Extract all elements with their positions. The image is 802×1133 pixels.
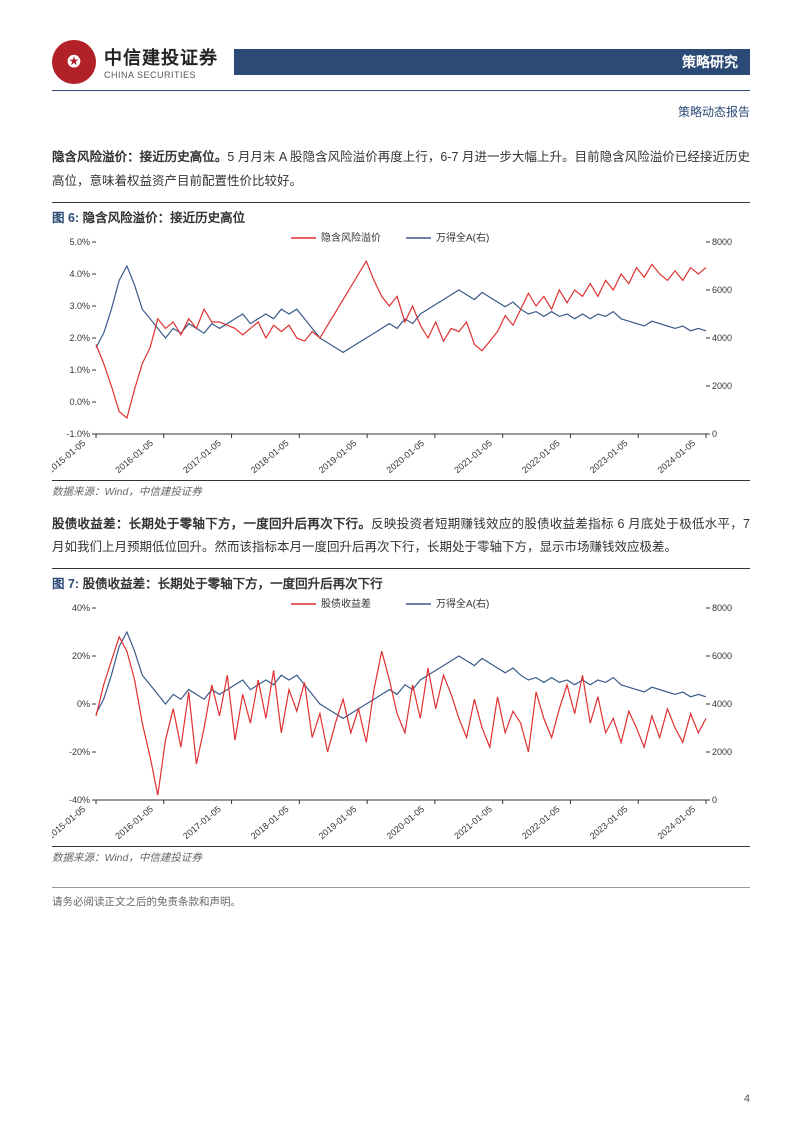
- svg-text:2015-01-05: 2015-01-05: [52, 437, 87, 474]
- svg-text:-40%: -40%: [69, 795, 90, 805]
- svg-text:4.0%: 4.0%: [69, 269, 90, 279]
- svg-text:2019-01-05: 2019-01-05: [317, 437, 359, 474]
- svg-text:-1.0%: -1.0%: [66, 429, 90, 439]
- svg-text:40%: 40%: [72, 603, 90, 613]
- svg-text:2020-01-05: 2020-01-05: [384, 437, 426, 474]
- svg-text:2023-01-05: 2023-01-05: [588, 437, 630, 474]
- svg-text:2021-01-05: 2021-01-05: [452, 804, 494, 841]
- logo-en: CHINA SECURITIES: [104, 70, 218, 80]
- figure6-source: 数据来源：Wind，中信建投证券: [52, 480, 750, 499]
- svg-text:6000: 6000: [712, 285, 732, 295]
- logo-block: ✪ 中信建投证券 CHINA SECURITIES: [52, 40, 218, 84]
- svg-text:2022-01-05: 2022-01-05: [520, 804, 562, 841]
- section1-paragraph: 隐含风险溢价：接近历史高位。5 月月末 A 股隐含风险溢价再度上行，6-7 月进…: [52, 146, 750, 194]
- section2-paragraph: 股债收益差：长期处于零轴下方，一度回升后再次下行。反映投资者短期赚钱效应的股债收…: [52, 513, 750, 561]
- svg-text:2024-01-05: 2024-01-05: [656, 804, 698, 841]
- page-number: 4: [744, 1093, 750, 1105]
- svg-text:6000: 6000: [712, 651, 732, 661]
- svg-text:-20%: -20%: [69, 747, 90, 757]
- figure7-label: 图 7:: [52, 577, 79, 591]
- svg-text:2018-01-05: 2018-01-05: [249, 437, 291, 474]
- svg-text:2019-01-05: 2019-01-05: [317, 804, 359, 841]
- logo-icon: ✪: [52, 40, 96, 84]
- svg-text:3.0%: 3.0%: [69, 301, 90, 311]
- page-header: ✪ 中信建投证券 CHINA SECURITIES 策略研究: [52, 40, 750, 84]
- header-bar-wrap: 策略研究: [234, 49, 750, 75]
- svg-text:2000: 2000: [712, 381, 732, 391]
- figure6-label: 图 6:: [52, 211, 79, 225]
- svg-text:2024-01-05: 2024-01-05: [656, 437, 698, 474]
- chart6: -1.0% 0.0% 1.0% 2.0% 3.0% 4.0% 5.0% 0 2000 4000 60…: [52, 228, 750, 478]
- figure7-title-text: 股债收益差：长期处于零轴下方，一度回升后再次下行: [79, 577, 382, 591]
- figure7-source: 数据来源：Wind，中信建投证券: [52, 846, 750, 865]
- svg-text:2016-01-05: 2016-01-05: [113, 804, 155, 841]
- svg-text:5.0%: 5.0%: [69, 237, 90, 247]
- svg-text:4000: 4000: [712, 333, 732, 343]
- svg-text:隐含风险溢价: 隐含风险溢价: [321, 231, 381, 244]
- svg-text:8000: 8000: [712, 237, 732, 247]
- header-divider: [52, 90, 750, 91]
- svg-text:1.0%: 1.0%: [69, 365, 90, 375]
- svg-text:0: 0: [712, 429, 717, 439]
- logo-glyph: ✪: [67, 52, 80, 72]
- svg-text:8000: 8000: [712, 603, 732, 613]
- svg-text:2.0%: 2.0%: [69, 333, 90, 343]
- svg-text:万得全A(右): 万得全A(右): [436, 597, 489, 610]
- svg-text:4000: 4000: [712, 699, 732, 709]
- chart6-svg: -1.0% 0.0% 1.0% 2.0% 3.0% 4.0% 5.0% 0 2000 4000 60…: [52, 228, 750, 478]
- header-category-text: 策略研究: [682, 52, 738, 72]
- svg-text:2022-01-05: 2022-01-05: [520, 437, 562, 474]
- svg-text:0: 0: [712, 795, 717, 805]
- footer-divider: [52, 887, 750, 888]
- logo-text: 中信建投证券 CHINA SECURITIES: [104, 44, 218, 80]
- svg-text:20%: 20%: [72, 651, 90, 661]
- svg-text:股债收益差: 股债收益差: [321, 597, 371, 610]
- section1-lead: 隐含风险溢价：接近历史高位。: [52, 150, 227, 164]
- svg-text:2000: 2000: [712, 747, 732, 757]
- svg-text:2021-01-05: 2021-01-05: [452, 437, 494, 474]
- svg-text:0%: 0%: [77, 699, 90, 709]
- figure6-title: 图 6: 隐含风险溢价：接近历史高位: [52, 202, 750, 226]
- chart7-svg: -40% -20% 0% 20% 40% 0 2000 4000 6000 8000 2015-01…: [52, 594, 750, 844]
- header-category-bar: 策略研究: [234, 49, 750, 75]
- svg-text:2017-01-05: 2017-01-05: [181, 437, 223, 474]
- svg-text:万得全A(右): 万得全A(右): [436, 231, 489, 244]
- section2-lead: 股债收益差：长期处于零轴下方，一度回升后再次下行。: [52, 517, 371, 531]
- svg-text:2016-01-05: 2016-01-05: [113, 437, 155, 474]
- svg-text:2015-01-05: 2015-01-05: [52, 804, 87, 841]
- figure6-title-text: 隐含风险溢价：接近历史高位: [79, 211, 245, 225]
- svg-text:2020-01-05: 2020-01-05: [384, 804, 426, 841]
- svg-text:2018-01-05: 2018-01-05: [249, 804, 291, 841]
- sub-header: 策略动态报告: [52, 97, 750, 136]
- figure7-title: 图 7: 股债收益差：长期处于零轴下方，一度回升后再次下行: [52, 568, 750, 592]
- chart7: -40% -20% 0% 20% 40% 0 2000 4000 6000 8000 2015-01…: [52, 594, 750, 844]
- svg-text:0.0%: 0.0%: [69, 397, 90, 407]
- footer-disclaimer: 请务必阅读正文之后的免责条款和声明。: [52, 894, 750, 909]
- svg-text:2023-01-05: 2023-01-05: [588, 804, 630, 841]
- svg-text:2017-01-05: 2017-01-05: [181, 804, 223, 841]
- logo-cn: 中信建投证券: [104, 44, 218, 70]
